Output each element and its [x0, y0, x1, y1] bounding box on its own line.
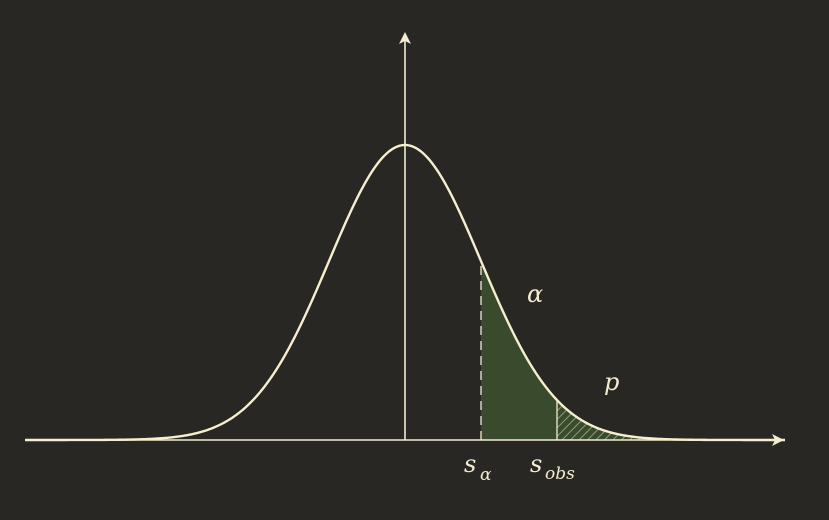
alpha-label: α [527, 280, 543, 308]
p-label: p [604, 368, 619, 396]
svg-text:α: α [480, 465, 492, 485]
svg-text:s: s [464, 450, 476, 478]
svg-text:s: s [530, 450, 542, 478]
normal-density-curve [25, 143, 785, 442]
svg-text:obs: obs [545, 464, 575, 484]
s-alpha-tick-label: s α [464, 450, 492, 485]
y-axis-arrow-icon [399, 32, 411, 44]
s-obs-tick-label: s obs [530, 450, 575, 484]
p-value-region [557, 400, 785, 440]
